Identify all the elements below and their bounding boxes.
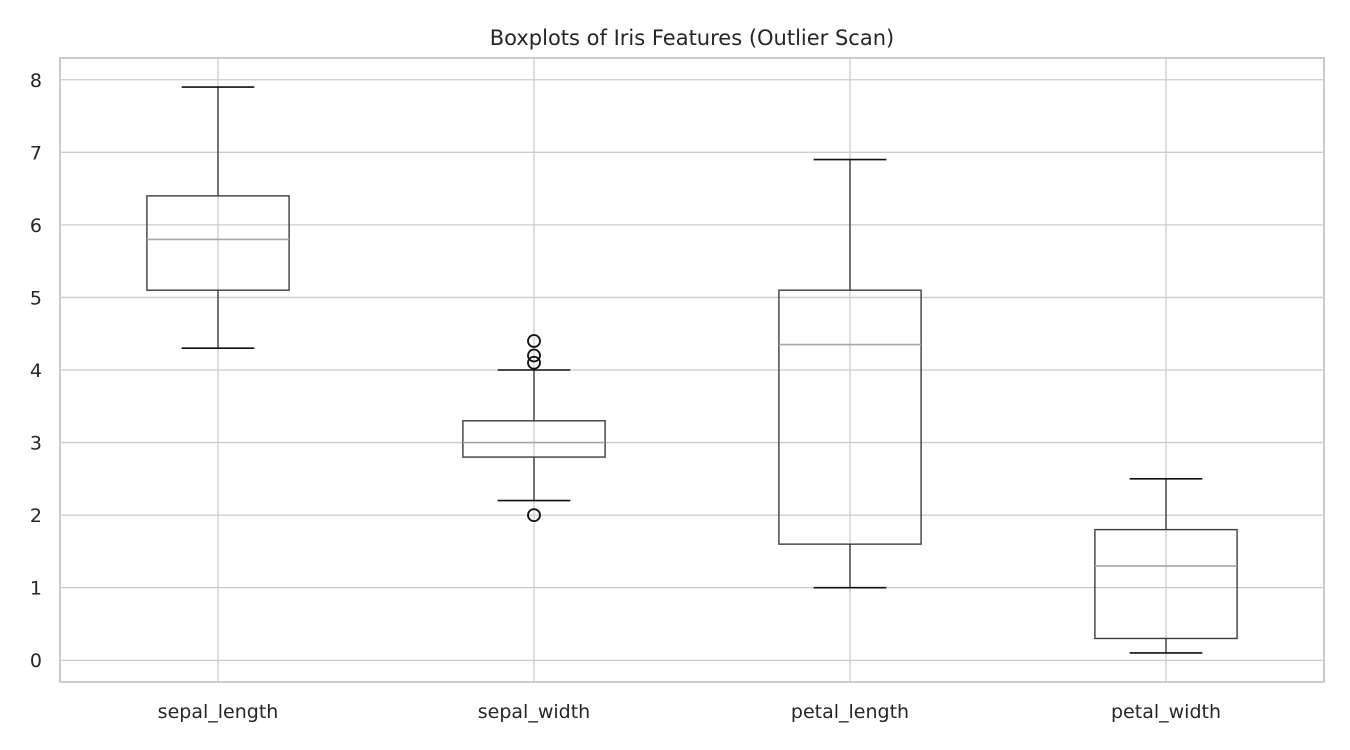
grid-layer xyxy=(60,58,1324,682)
y-tick-label: 8 xyxy=(30,70,42,92)
box-petal_length xyxy=(778,158,922,589)
box-sepal_width xyxy=(462,334,606,523)
y-tick-label: 4 xyxy=(30,360,42,382)
y-tick-label: 7 xyxy=(30,142,42,164)
outlier-point xyxy=(527,355,541,370)
y-tick-label: 5 xyxy=(30,287,42,309)
x-tick-label: sepal_width xyxy=(478,701,590,723)
plot-frame xyxy=(59,57,1325,683)
x-tick-label: petal_width xyxy=(1111,701,1221,723)
chart-title: Boxplots of Iris Features (Outlier Scan) xyxy=(490,26,894,50)
outlier-point xyxy=(527,334,541,348)
y-tick-label: 3 xyxy=(30,433,42,455)
x-tick-label: petal_length xyxy=(791,701,909,723)
iqr-box xyxy=(778,289,922,545)
x-tick-label: sepal_length xyxy=(158,701,279,723)
outlier-point xyxy=(527,348,541,363)
y-tick-label: 0 xyxy=(30,650,42,672)
tick-layer: 0 1 2 3 4 5 6 7 8 sepal_length sepal_width petal_le… xyxy=(30,70,1221,723)
box-petal_width xyxy=(1094,478,1238,654)
box-sepal_length xyxy=(146,86,290,350)
box-layer xyxy=(146,86,1238,654)
iqr-box xyxy=(1094,528,1238,640)
y-tick-label: 1 xyxy=(30,578,42,600)
iqr-box xyxy=(146,195,290,291)
outlier-point xyxy=(527,508,541,523)
y-tick-label: 2 xyxy=(30,505,42,527)
iqr-box xyxy=(462,420,606,458)
y-tick-label: 6 xyxy=(30,215,42,237)
